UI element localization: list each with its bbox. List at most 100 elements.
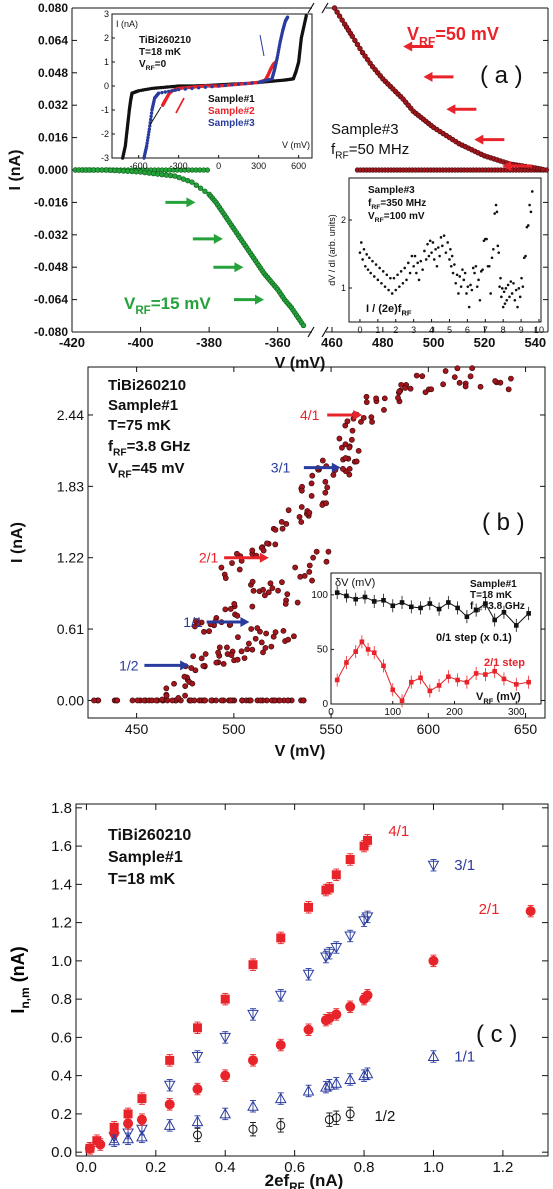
- b-point: [218, 697, 225, 704]
- b-info-vrf-rest: =45 mV: [132, 460, 185, 477]
- a-inset-dvdi-point: [467, 305, 471, 309]
- b-inset-point-red: [390, 687, 396, 693]
- c-ylabel: In,m (nA): [8, 946, 32, 1013]
- b-point: [91, 697, 97, 704]
- a-inset-iv-point-blue: [147, 127, 152, 131]
- a-point-green: [300, 322, 307, 329]
- b-inset-xtick-label: 200: [446, 707, 463, 718]
- a-inset-dvdi-vrf-sub: RF: [375, 217, 384, 224]
- a-ytick-label: 0.000: [38, 163, 68, 177]
- a-green-arrow-head: [213, 233, 223, 244]
- a-inset-dvdi-xtick-label: 0: [357, 325, 362, 335]
- a-inset-dvdi-xtick-label: 5: [447, 325, 452, 335]
- a-inset-dvdi-point: [369, 271, 372, 275]
- b-panel-label: ( b ): [482, 509, 525, 536]
- b-point: [381, 395, 388, 402]
- b-arrow-blue-head: [331, 462, 341, 473]
- a-inset-iv-point-blue: [236, 82, 241, 86]
- c-point-4-1: [92, 1136, 102, 1146]
- a-ytick-label: -0.080: [34, 325, 68, 339]
- a-inset-iv-ytick-label: -2: [101, 129, 109, 139]
- b-point: [189, 680, 196, 687]
- a-point-green: [193, 182, 199, 188]
- b-point: [451, 374, 458, 381]
- a-inset-dvdi-point: [513, 298, 517, 302]
- a-inset-dvdi-point: [428, 239, 432, 243]
- b-point: [190, 653, 197, 660]
- c-point-2-1: [248, 1055, 258, 1066]
- b-point: [269, 585, 276, 592]
- b-point: [290, 633, 297, 640]
- b-point: [208, 697, 215, 704]
- b-point: [349, 427, 356, 434]
- c-point-4-1: [165, 1055, 175, 1065]
- b-point: [163, 692, 170, 699]
- b-info-frf-sub: RF: [113, 448, 127, 459]
- a-red-arrow: [446, 104, 477, 115]
- b-point: [492, 378, 499, 384]
- c-xtick-label: 0.6: [284, 1159, 305, 1176]
- a-inset-dvdi-point: [498, 285, 501, 288]
- a-inset-dvdi-point: [451, 271, 455, 275]
- b-point: [306, 568, 313, 575]
- b-point: [265, 589, 272, 596]
- b-point: [247, 697, 254, 704]
- b-inset-point-black: [526, 611, 531, 616]
- c-ytick-label: 1.8: [51, 800, 72, 817]
- a-ylabel: I (nA): [7, 150, 24, 191]
- a-inset-iv-point-blue: [250, 81, 254, 85]
- b-point: [306, 562, 313, 569]
- a-point-green: [197, 185, 204, 191]
- a-inset-dvdi-point: [521, 285, 525, 288]
- a-vrf-green: VRF=15 mV: [124, 294, 211, 317]
- c-point-4-1: [363, 835, 373, 845]
- a-point-green: [204, 167, 211, 173]
- a-inset-iv-point-blue: [190, 86, 194, 91]
- b-inset-point-red: [526, 679, 531, 685]
- a-inset-dvdi-point: [505, 298, 509, 302]
- c-point-2-1: [84, 1143, 95, 1154]
- a-inset-dvdi-point: [474, 264, 478, 268]
- a-inset-iv-vrf-rest: =0: [155, 59, 167, 70]
- a-inset-dvdi-point: [394, 288, 398, 292]
- b-point: [284, 591, 291, 598]
- b-point: [462, 383, 469, 390]
- a-vrf-green-main: V: [124, 294, 136, 313]
- b-inset-info-sample: Sample#1: [470, 579, 517, 590]
- a-inset-dvdi-xtick-label: 9: [519, 325, 524, 335]
- b-point: [280, 627, 287, 634]
- c-xtick-label: 0.2: [145, 1159, 166, 1176]
- b-point: [342, 441, 349, 448]
- a-inset-dvdi-point: [392, 276, 396, 280]
- b-point: [298, 519, 305, 525]
- a-inset-dvdi-point: [500, 287, 504, 290]
- a-inset-dvdi-point: [417, 278, 421, 282]
- a-inset-dvdi-point: [413, 254, 417, 258]
- a-inset-iv-point-blue: [160, 90, 164, 95]
- a-inset-dvdi-vrf: VRF=100 mV: [368, 211, 425, 224]
- a-inset-dvdi-xlabel-main: I / (2e)f: [366, 303, 402, 315]
- a-inset-dvdi-point: [500, 295, 503, 299]
- b-inset-xlabel-rest: (mV): [493, 691, 521, 703]
- b-point: [272, 526, 279, 533]
- b-point: [169, 697, 176, 704]
- a-point-dark_red: [349, 33, 356, 40]
- b-point: [505, 386, 512, 393]
- b-inset-ytick-label: 50: [317, 644, 329, 655]
- a-axis-break: [321, 2, 329, 14]
- c-point-4-1: [137, 1094, 147, 1104]
- a-inset-dvdi-point: [410, 254, 414, 258]
- a-inset-dvdi-frf-main: f: [368, 198, 372, 209]
- b-point: [360, 414, 367, 421]
- b-inset-point-black: [455, 605, 460, 611]
- b-inset-point-black: [436, 606, 442, 612]
- a-ytick-label: 0.064: [38, 33, 68, 47]
- a-inset-iv-point-blue: [146, 133, 151, 137]
- a-inset-dvdi-point: [475, 285, 479, 288]
- b-point: [267, 580, 274, 587]
- c-point-1-1: [247, 1100, 259, 1111]
- a-green-arrow: [234, 294, 264, 305]
- b-point: [467, 373, 474, 380]
- c-ylabel-sub: n,m: [18, 987, 32, 1008]
- b-inset-point-red: [418, 675, 423, 681]
